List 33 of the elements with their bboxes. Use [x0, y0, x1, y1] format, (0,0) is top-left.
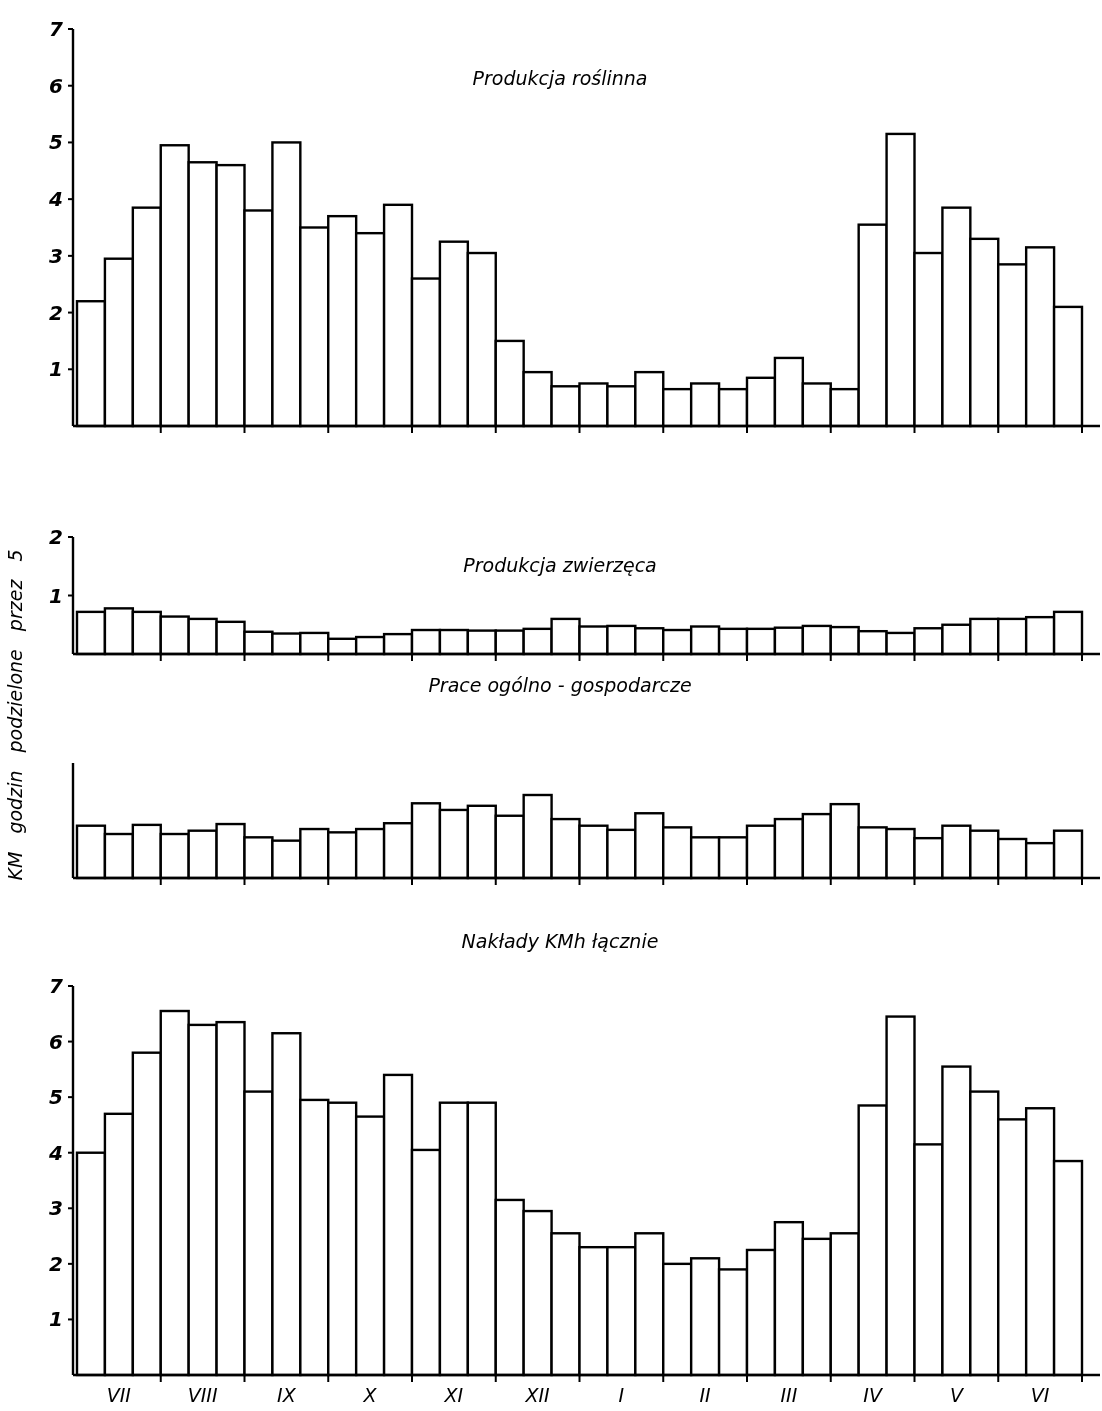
x-tick-label: IV	[863, 1384, 884, 1406]
x-tick-label: XII	[524, 1384, 551, 1406]
x-tick-label: VII	[106, 1384, 132, 1406]
y-tick-label: 4	[48, 187, 63, 212]
y-tick-label: 5	[49, 130, 63, 155]
text: Produkcja zwierzęca	[463, 554, 657, 576]
x-tick-label: I	[618, 1384, 625, 1406]
text: Produkcja roślinna	[472, 67, 648, 89]
y-tick-label: 1	[49, 357, 63, 382]
y-tick-label: 3	[49, 243, 63, 268]
x-tick-label: VI	[1030, 1384, 1050, 1406]
x-tick-label: II	[699, 1384, 712, 1406]
y-tick-label: 2	[49, 1251, 63, 1276]
y-tick-label: 1	[49, 583, 63, 608]
x-tick-label: IX	[277, 1384, 297, 1406]
y-tick-label: 5	[49, 1085, 63, 1110]
x-tick-label: VIII	[187, 1384, 218, 1406]
y-tick-label: 6	[49, 1029, 64, 1054]
chart-title: Prace ogólno - gospodarcze	[428, 674, 692, 696]
x-tick-label: XI	[443, 1384, 464, 1406]
x-tick-label: V	[949, 1384, 965, 1406]
chart-title: Nakłady KMh łącznie	[461, 930, 659, 952]
y-tick-label: 3	[49, 1196, 63, 1221]
y-tick-label: 2	[49, 525, 63, 549]
y-tick-label: 7	[49, 974, 64, 998]
x-tick-label: X	[362, 1384, 378, 1406]
y-tick-label: 6	[49, 73, 64, 98]
x-tick-label: III	[780, 1384, 798, 1406]
y-tick-label: 4	[48, 1140, 63, 1165]
y-tick-label: 2	[49, 300, 63, 325]
y-tick-label: 1	[49, 1307, 63, 1332]
y-axis-title: KM godzin podzielone przez 5	[4, 549, 26, 881]
y-tick-label: 7	[49, 17, 64, 41]
